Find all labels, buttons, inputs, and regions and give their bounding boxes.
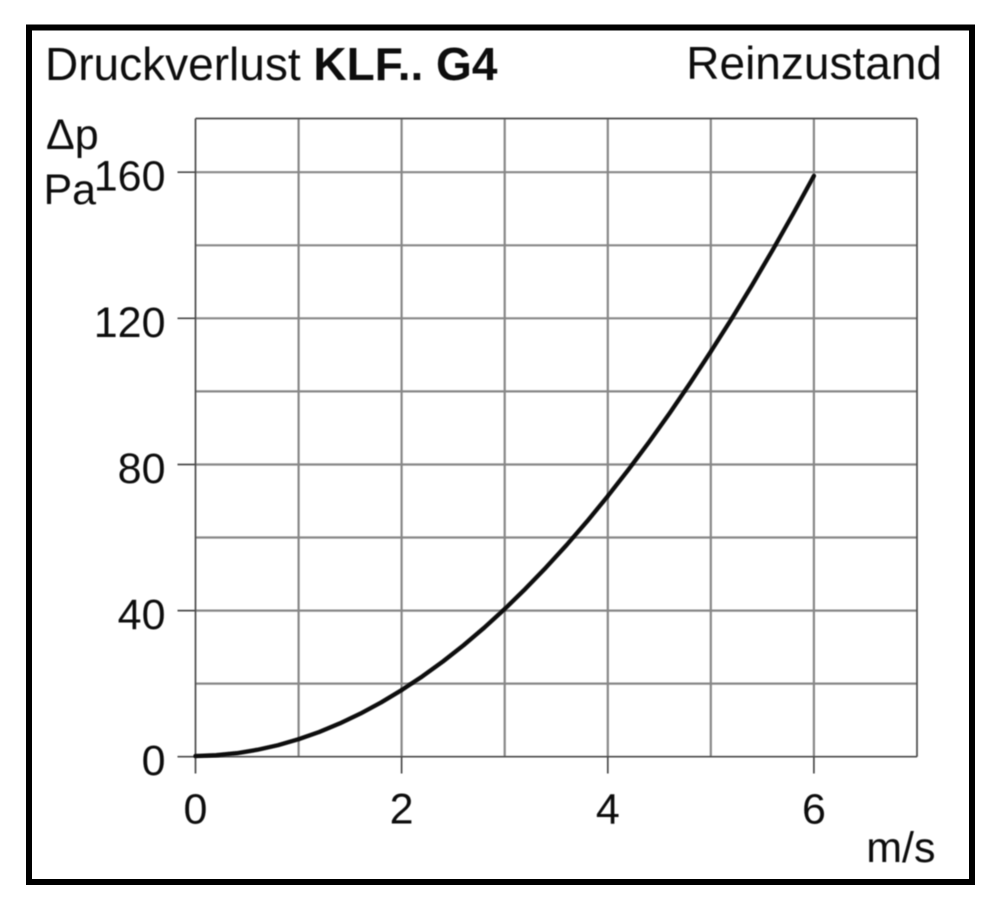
svg-text:6: 6 — [802, 786, 826, 834]
svg-text:120: 120 — [94, 299, 166, 347]
svg-text:Druckverlust KLF.. G4: Druckverlust KLF.. G4 — [45, 38, 498, 90]
svg-text:80: 80 — [118, 445, 166, 493]
svg-text:Reinzustand: Reinzustand — [686, 37, 942, 89]
svg-text:2: 2 — [390, 786, 414, 834]
svg-text:Pa: Pa — [44, 166, 97, 214]
svg-text:Δp: Δp — [46, 111, 99, 159]
svg-text:0: 0 — [184, 786, 208, 834]
svg-text:0: 0 — [142, 737, 166, 785]
svg-text:40: 40 — [118, 591, 166, 639]
svg-text:4: 4 — [596, 786, 620, 834]
svg-text:160: 160 — [94, 153, 166, 201]
svg-text:m/s: m/s — [866, 824, 935, 872]
